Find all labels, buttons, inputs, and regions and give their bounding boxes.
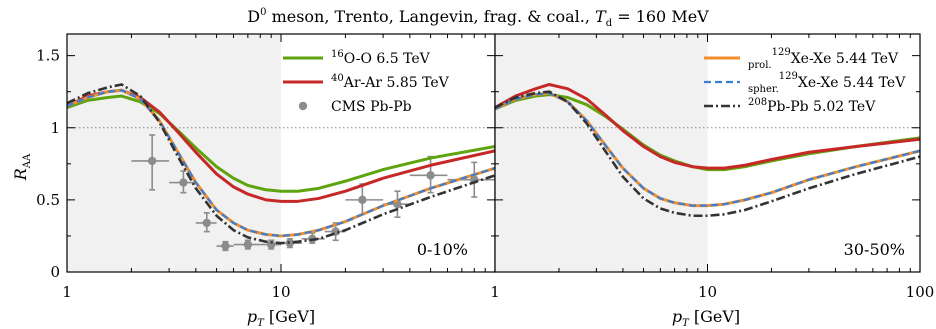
cms-marker bbox=[285, 238, 295, 248]
legend-label: spher.129Xe-Xe 5.44 TeV bbox=[748, 71, 906, 95]
legend-pre-sub: spher. bbox=[748, 84, 779, 95]
legend-label: CMS Pb-Pb bbox=[331, 99, 412, 115]
cms-marker bbox=[147, 156, 157, 166]
legend-label: prol.129Xe-Xe 5.44 TeV bbox=[748, 47, 899, 71]
cms-data-point bbox=[131, 134, 170, 191]
centrality-label: 0-10% bbox=[417, 240, 468, 259]
x-tick-label: 10 bbox=[271, 283, 290, 301]
x-axis-sub: T bbox=[682, 318, 690, 329]
x-tick-label: 1 bbox=[62, 283, 72, 301]
legend-text: O-O 6.5 TeV bbox=[344, 51, 431, 67]
legend-entry-oo: 16O-O 6.5 TeV bbox=[283, 49, 431, 67]
x-axis-var: p bbox=[247, 307, 257, 326]
series-line-xe_spher bbox=[67, 89, 495, 238]
centrality-label: 30-50% bbox=[844, 240, 905, 259]
series-line-pbpb bbox=[67, 83, 495, 245]
series-line-pbpb bbox=[495, 90, 920, 218]
cms-marker bbox=[221, 241, 230, 251]
x-tick-label: 1 bbox=[490, 283, 500, 301]
x-axis-title-right: pT [GeV] bbox=[672, 307, 740, 329]
cms-marker bbox=[358, 195, 367, 205]
cms-marker bbox=[426, 171, 435, 180]
cms-data-point bbox=[281, 238, 302, 249]
plot-area bbox=[67, 83, 495, 252]
legend-iso: 129 bbox=[779, 71, 798, 82]
legend-marker bbox=[298, 101, 308, 111]
x-axis-sub: T bbox=[257, 318, 265, 329]
shaded-region bbox=[495, 34, 708, 272]
x-axis-unit: [GeV] bbox=[264, 307, 315, 326]
cms-marker bbox=[243, 240, 253, 249]
x-axis-unit: [GeV] bbox=[689, 307, 740, 326]
x-axis-var: p bbox=[672, 307, 682, 326]
legend-text: Pb-Pb 5.02 TeV bbox=[767, 99, 876, 115]
plot-area bbox=[495, 82, 920, 218]
cms-data-point bbox=[216, 240, 234, 252]
legend-text: Xe-Xe 5.44 TeV bbox=[791, 51, 899, 67]
series-line-arar bbox=[495, 82, 920, 170]
title-particle: D bbox=[247, 7, 260, 26]
x-axis-title-left: pT [GeV] bbox=[247, 307, 315, 329]
legend-label: 16O-O 6.5 TeV bbox=[331, 49, 431, 67]
x-tick-label: 100 bbox=[906, 283, 935, 301]
legend-entry-xe_spher: spher.129Xe-Xe 5.44 TeV bbox=[704, 71, 906, 95]
cms-data-point bbox=[233, 239, 261, 250]
cms-marker bbox=[202, 218, 211, 228]
x-tick-label: 10 bbox=[698, 283, 717, 301]
legend-text: Ar-Ar 5.85 TeV bbox=[343, 75, 450, 91]
legend-entry-xe_prol: prol.129Xe-Xe 5.44 TeV bbox=[704, 47, 899, 71]
series-line-oo bbox=[67, 94, 495, 193]
cms-marker bbox=[179, 178, 188, 187]
y-axis-sub: AA bbox=[22, 153, 33, 169]
legend-iso: 16 bbox=[331, 49, 344, 60]
legend-entry-arar: 40Ar-Ar 5.85 TeV bbox=[283, 73, 450, 91]
legend-iso: 129 bbox=[772, 47, 791, 58]
y-tick-label: 0 bbox=[50, 263, 60, 281]
title-value: = 160 MeV bbox=[612, 7, 709, 26]
y-tick-label: 0.5 bbox=[36, 191, 60, 209]
title-text: meson, Trento, Langevin, frag. & coal., bbox=[266, 7, 595, 26]
chart-title: D0 meson, Trento, Langevin, frag. & coal… bbox=[247, 7, 709, 29]
legend-label: 40Ar-Ar 5.85 TeV bbox=[331, 73, 450, 91]
y-tick-label: 1.5 bbox=[36, 47, 60, 65]
legend-pre-sub: prol. bbox=[748, 60, 772, 71]
legend-entry-pbpb: 208Pb-Pb 5.02 TeV bbox=[704, 97, 876, 115]
title-var-sub: d bbox=[606, 18, 613, 29]
y-axis-var: R bbox=[11, 168, 30, 181]
legend-entry-cms: CMS Pb-Pb bbox=[298, 99, 412, 115]
y-tick-label: 1 bbox=[50, 119, 60, 137]
legend-label: 208Pb-Pb 5.02 TeV bbox=[748, 97, 876, 115]
cms-marker bbox=[267, 240, 276, 249]
title-particle-sup: 0 bbox=[260, 7, 266, 18]
y-axis-title: RAA bbox=[11, 153, 33, 181]
title-var: T bbox=[595, 7, 607, 26]
legend-iso: 208 bbox=[748, 97, 767, 108]
legend-iso: 40 bbox=[331, 73, 344, 84]
cms-data-point bbox=[169, 170, 196, 194]
cms-data-point bbox=[195, 212, 217, 233]
legend-text: Xe-Xe 5.44 TeV bbox=[798, 75, 906, 91]
shaded-region bbox=[67, 34, 281, 272]
